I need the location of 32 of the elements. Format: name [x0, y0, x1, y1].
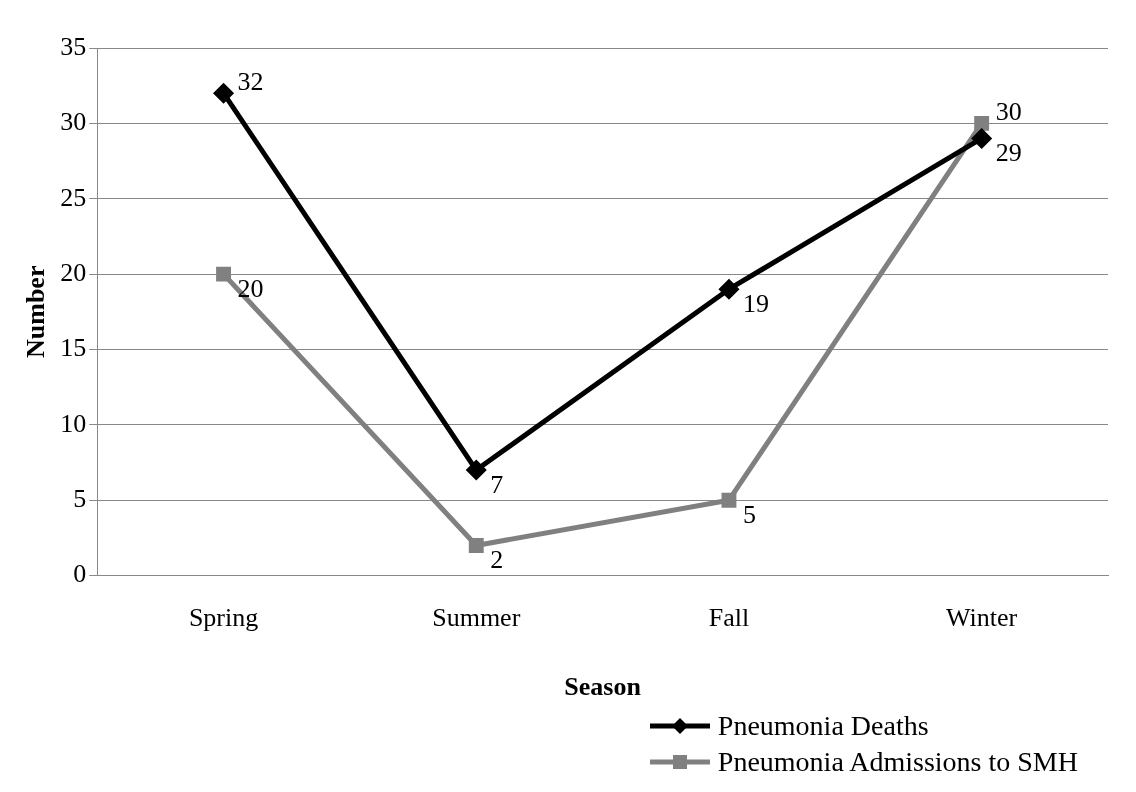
- x-axis-title: Season: [564, 672, 642, 702]
- y-tick-label: 5: [73, 484, 87, 514]
- y-tick-label: 10: [60, 408, 87, 438]
- data-label: 5: [742, 500, 756, 530]
- y-tick-label: 25: [60, 182, 87, 212]
- data-label: 29: [995, 138, 1022, 168]
- data-label: 19: [742, 289, 769, 319]
- point: [972, 128, 992, 148]
- point: [719, 279, 739, 299]
- x-tick-label: Summer: [432, 603, 521, 633]
- data-label: 20: [237, 273, 264, 303]
- data-label: 32: [237, 67, 264, 97]
- data-label: 2: [490, 545, 504, 575]
- y-tick-label: 20: [60, 257, 87, 287]
- x-tick-label: Winter: [946, 603, 1018, 633]
- legend-label: Pneumonia Admissions to SMH: [717, 746, 1078, 778]
- data-label: 30: [995, 97, 1022, 127]
- x-tick-label: Fall: [708, 603, 750, 633]
- y-tick-label: 30: [60, 107, 87, 137]
- y-tick-label: 15: [60, 333, 87, 363]
- legend-label: Pneumonia Deaths: [717, 710, 929, 742]
- point: [721, 492, 737, 508]
- point: [974, 115, 990, 131]
- y-tick-label: 35: [60, 31, 87, 61]
- point: [466, 460, 486, 480]
- point: [216, 266, 231, 282]
- y-tick-label: 0: [73, 559, 87, 589]
- data-label: 7: [490, 469, 504, 499]
- x-tick-label: Spring: [188, 603, 259, 633]
- point: [468, 538, 484, 553]
- point: [214, 83, 234, 103]
- y-axis-title: Number: [21, 265, 51, 359]
